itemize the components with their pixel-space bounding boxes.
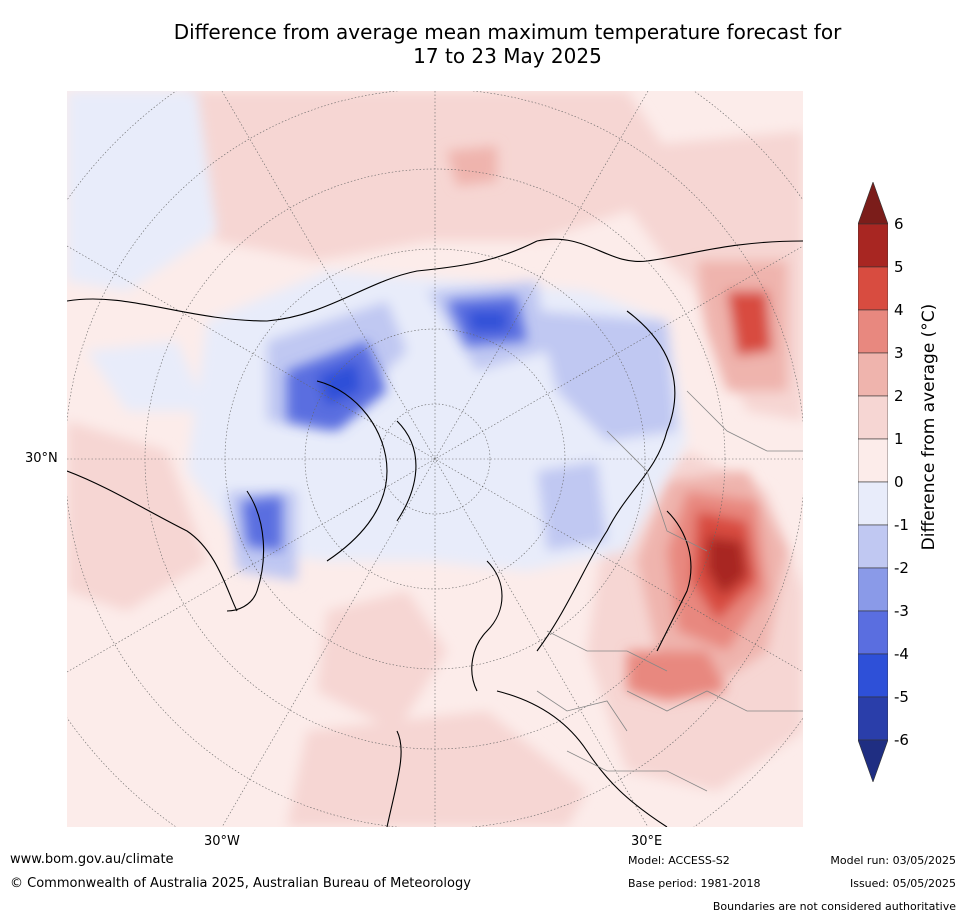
colorbar-title: Difference from average (°C) [918, 232, 940, 622]
colorbar-tick-label: -6 [894, 731, 909, 749]
colorbar-tick-label: 4 [894, 301, 904, 319]
base-period-text: Base period: 1981-2018 [628, 877, 761, 890]
model-run-text: Model run: 03/05/2025 [830, 854, 956, 867]
colorbar-tick-label: -4 [894, 645, 909, 663]
title-line-1: Difference from average mean maximum tem… [173, 20, 842, 44]
colorbar-bin [857, 395, 889, 440]
country-borders [536, 390, 803, 792]
website-link[interactable]: www.bom.gov.au/climate [10, 852, 174, 867]
lon-label-30e: 30°E [631, 834, 663, 849]
colorbar-label: Difference from average (°C) [919, 303, 939, 551]
colorbar-bin [857, 610, 889, 655]
colorbar-bin [857, 309, 889, 354]
colorbar-tick-label: 0 [894, 473, 904, 491]
warm-anomaly-core [447, 146, 787, 701]
lon-label-30w: 30°W [204, 834, 240, 849]
map-title: Difference from average mean maximum tem… [0, 20, 965, 68]
issued-text: Issued: 05/05/2025 [849, 877, 956, 890]
coastlines [67, 238, 803, 827]
colorbar-tick-label: 1 [894, 430, 904, 448]
copyright-text: © Commonwealth of Australia 2025, Austra… [10, 876, 471, 891]
colorbar-bin [857, 266, 889, 311]
colorbar-graphic [857, 181, 889, 783]
colorbar-arrow-bottom [857, 739, 889, 783]
colorbar-tick-label: 2 [894, 387, 904, 405]
temperature-anomaly-map [67, 91, 803, 827]
colorbar-bin [857, 524, 889, 569]
colorbar-bin [857, 352, 889, 397]
colorbar-tick-label: 6 [894, 215, 904, 233]
title-line-2: 17 to 23 May 2025 [413, 44, 602, 68]
colorbar-arrow-top [857, 181, 889, 225]
lat-label-30n: 30°N [25, 451, 58, 466]
colorbar-bin [857, 567, 889, 612]
polar-map [67, 91, 803, 827]
model-text: Model: ACCESS-S2 [628, 854, 730, 867]
colorbar-bin [857, 481, 889, 526]
disclaimer-text: Boundaries are not considered authoritat… [712, 900, 956, 913]
colorbar-tick-label: 5 [894, 258, 904, 276]
colorbar-bin [857, 223, 889, 268]
colorbar-bin [857, 696, 889, 741]
colorbar-tick-label: -1 [894, 516, 909, 534]
colorbar-bin [857, 438, 889, 483]
colorbar-tick-label: 3 [894, 344, 904, 362]
colorbar-tick-label: -2 [894, 559, 909, 577]
graticule [67, 91, 803, 827]
colorbar-bin [857, 653, 889, 698]
colorbar-tick-label: -5 [894, 688, 909, 706]
colorbar-bins [857, 181, 889, 783]
colorbar [857, 181, 889, 783]
colorbar-tick-label: -3 [894, 602, 909, 620]
